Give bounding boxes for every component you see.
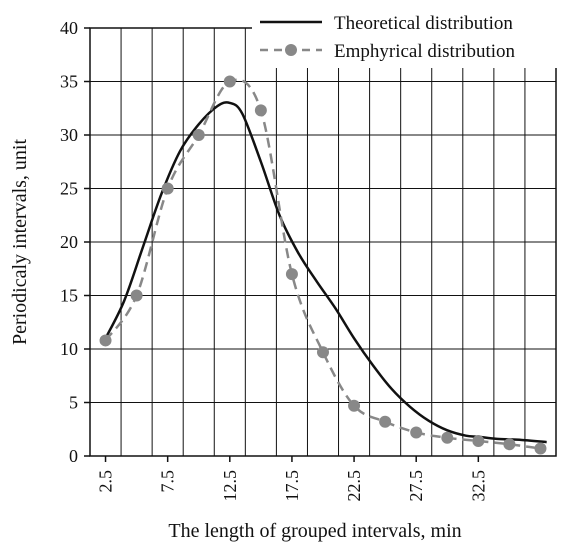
series-line-empirical	[104, 78, 541, 450]
legend-marker-empirical	[285, 44, 297, 56]
x-tick-label: 27.5	[406, 470, 426, 502]
data-point-empirical	[441, 431, 454, 444]
y-tick-label: 20	[60, 232, 78, 252]
data-point-empirical	[379, 415, 392, 428]
legend: Theoretical distribution Emphyrical dist…	[252, 4, 558, 68]
x-tick-label: 22.5	[344, 470, 364, 502]
data-point-empirical	[503, 438, 516, 451]
x-tick-label: 12.5	[220, 470, 240, 502]
series-layer	[99, 75, 547, 455]
y-tick-label: 25	[60, 179, 78, 199]
data-point-empirical	[317, 346, 329, 359]
data-point-empirical	[348, 399, 361, 412]
y-tick-label: 5	[69, 393, 78, 413]
data-point-empirical	[223, 75, 236, 88]
x-tick-label: 32.5	[468, 470, 488, 502]
y-tick-label: 10	[60, 339, 78, 359]
data-point-empirical	[130, 289, 143, 302]
y-tick-label: 15	[60, 286, 78, 306]
data-point-empirical	[161, 182, 174, 195]
y-tick-label: 35	[60, 72, 78, 92]
data-point-empirical	[472, 435, 485, 448]
y-tick-label: 0	[69, 446, 78, 466]
data-point-empirical	[99, 334, 112, 347]
series-line-theoretical	[104, 101, 547, 444]
data-point-empirical	[192, 129, 205, 141]
x-tick-label: 7.5	[158, 470, 178, 493]
data-point-empirical	[254, 104, 267, 117]
legend-background	[252, 4, 558, 68]
x-tick-label: 2.5	[96, 470, 116, 493]
y-tick-label: 40	[60, 18, 78, 38]
legend-label-theoretical: Theoretical distribution	[334, 13, 513, 34]
y-axis-ticks: 0 5 10 15 20 25 30 35 40	[60, 18, 90, 466]
x-tick-label: 17.5	[282, 470, 302, 502]
grid	[90, 28, 556, 456]
data-point-empirical	[534, 442, 547, 455]
data-point-empirical	[410, 426, 423, 439]
y-tick-label: 30	[60, 125, 78, 145]
y-axis-title: Periodicaly intervals, unit	[9, 139, 31, 346]
x-axis-title: The length of grouped intervals, min	[168, 520, 461, 542]
data-point-empirical	[285, 268, 298, 281]
legend-label-empirical: Emphyrical distribution	[334, 41, 516, 62]
x-axis-ticks: 2.5 7.5 12.5 17.5 22.5 27.5 32.5	[96, 456, 488, 502]
